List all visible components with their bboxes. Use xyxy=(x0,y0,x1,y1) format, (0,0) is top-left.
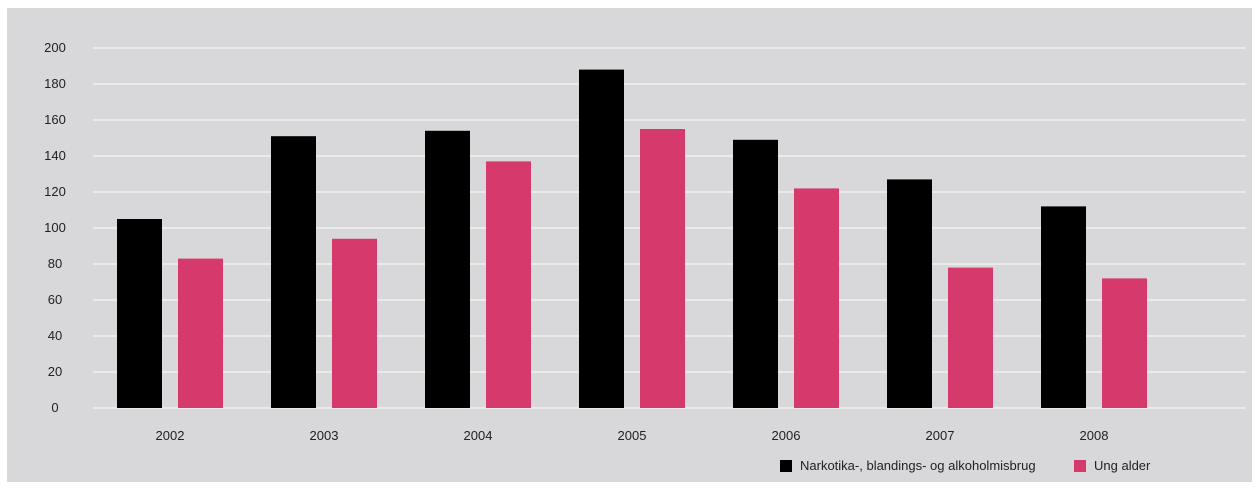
x-tick-label: 2002 xyxy=(156,428,185,443)
y-tick-label: 200 xyxy=(44,40,66,55)
bar-series-1 xyxy=(733,139,778,409)
legend-label: Narkotika-, blandings- og alkoholmisbrug xyxy=(800,458,1036,473)
x-axis-ticks: 2002 2003 2004 2005 2006 2007 2008 xyxy=(156,428,1109,443)
legend-label: Ung alder xyxy=(1094,458,1151,473)
x-tick-label: 2008 xyxy=(1080,428,1109,443)
legend: Narkotika-, blandings- og alkoholmisbrug… xyxy=(780,458,1151,473)
x-tick-label: 2007 xyxy=(926,428,955,443)
y-tick-label: 0 xyxy=(51,400,58,415)
bar-series-1 xyxy=(271,136,316,408)
legend-swatch xyxy=(780,460,792,472)
bar-series-1 xyxy=(579,69,624,408)
y-tick-label: 140 xyxy=(44,148,66,163)
x-tick-label: 2006 xyxy=(772,428,801,443)
y-tick-label: 180 xyxy=(44,76,66,91)
bar-series-1 xyxy=(425,130,470,409)
legend-swatch xyxy=(1074,460,1086,472)
y-tick-label: 40 xyxy=(48,328,62,343)
bars xyxy=(117,69,1147,409)
bar-series-2 xyxy=(948,267,993,408)
y-tick-label: 100 xyxy=(44,220,66,235)
bar-series-2 xyxy=(486,161,531,408)
bar-series-2 xyxy=(794,188,839,408)
bar-series-1 xyxy=(1041,206,1086,408)
x-tick-label: 2003 xyxy=(310,428,339,443)
bar-series-2 xyxy=(332,238,377,408)
y-tick-label: 20 xyxy=(48,364,62,379)
y-tick-label: 60 xyxy=(48,292,62,307)
bar-series-2 xyxy=(178,258,223,408)
chart-panel: 0 20 40 60 80 100 120 140 160 180 200 2002 2003 2004… xyxy=(7,8,1252,482)
bar-chart: 0 20 40 60 80 100 120 140 160 180 200 2002 2003 2004… xyxy=(44,40,1246,473)
y-tick-label: 160 xyxy=(44,112,66,127)
bar-series-2 xyxy=(1102,278,1147,408)
x-tick-label: 2005 xyxy=(618,428,647,443)
y-axis-ticks: 0 20 40 60 80 100 120 140 160 180 200 xyxy=(44,40,66,415)
x-tick-label: 2004 xyxy=(464,428,493,443)
y-tick-label: 120 xyxy=(44,184,66,199)
y-tick-label: 80 xyxy=(48,256,62,271)
bar-series-2 xyxy=(640,129,685,408)
bar-series-1 xyxy=(887,179,932,408)
bar-series-1 xyxy=(117,219,162,408)
